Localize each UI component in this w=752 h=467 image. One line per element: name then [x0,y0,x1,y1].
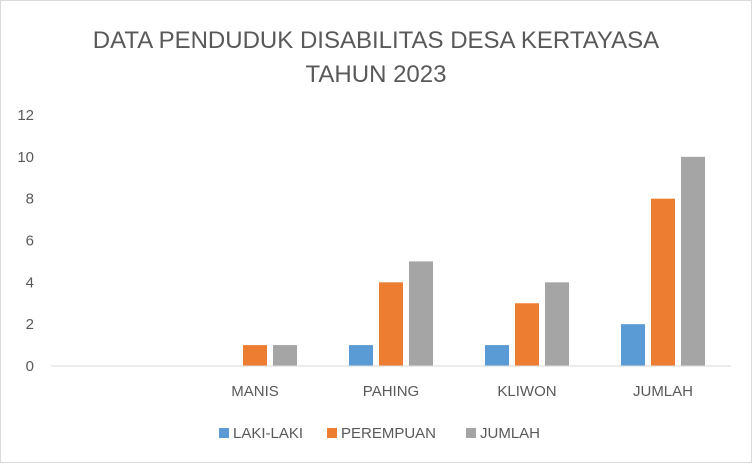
bar-laki-laki-jumlah [621,324,645,366]
legend-swatch [219,428,229,438]
chart-title: DATA PENDUDUK DISABILITAS DESA KERTAYASA… [93,27,659,88]
legend-label: LAKI-LAKI [233,425,303,442]
legend-swatch [327,428,337,438]
y-axis: 0 2 4 6 8 10 12 [17,107,34,375]
x-tick-label: JUMLAH [633,383,693,400]
legend-item-laki-laki: LAKI-LAKI [219,425,303,442]
x-tick-label: MANIS [231,383,279,400]
bar-jumlah-jumlah [681,156,705,366]
chart-title-line-1: DATA PENDUDUK DISABILITAS DESA KERTAYASA [93,27,659,54]
bar-laki-laki-pahing [349,345,373,366]
y-tick-label: 10 [17,149,34,166]
bar-perempuan-pahing [379,282,403,366]
x-tick-label: KLIWON [497,383,556,400]
x-tick-label: PAHING [363,383,419,400]
bar-perempuan-jumlah [651,198,675,366]
bar-perempuan-manis [243,345,267,366]
legend: LAKI-LAKI PEREMPUAN JUMLAH [219,425,540,442]
x-axis: MANIS PAHING KLIWON JUMLAH [231,383,693,400]
legend-item-jumlah: JUMLAH [466,425,540,442]
y-tick-label: 12 [17,107,34,124]
bar-jumlah-pahing [409,261,433,366]
bar-laki-laki-kliwon [485,345,509,366]
legend-label: JUMLAH [480,425,540,442]
legend-swatch [466,428,476,438]
y-tick-label: 4 [26,274,34,291]
legend-label: PEREMPUAN [341,425,436,442]
bar-jumlah-manis [273,345,297,366]
legend-item-perempuan: PEREMPUAN [327,425,436,442]
y-tick-label: 0 [26,358,34,375]
bar-perempuan-kliwon [515,303,539,366]
bars [243,156,705,366]
bar-jumlah-kliwon [545,282,569,366]
chart-title-line-2: TAHUN 2023 [306,61,447,88]
y-tick-label: 2 [26,316,34,333]
y-tick-label: 8 [26,191,34,208]
y-tick-label: 6 [26,233,34,250]
